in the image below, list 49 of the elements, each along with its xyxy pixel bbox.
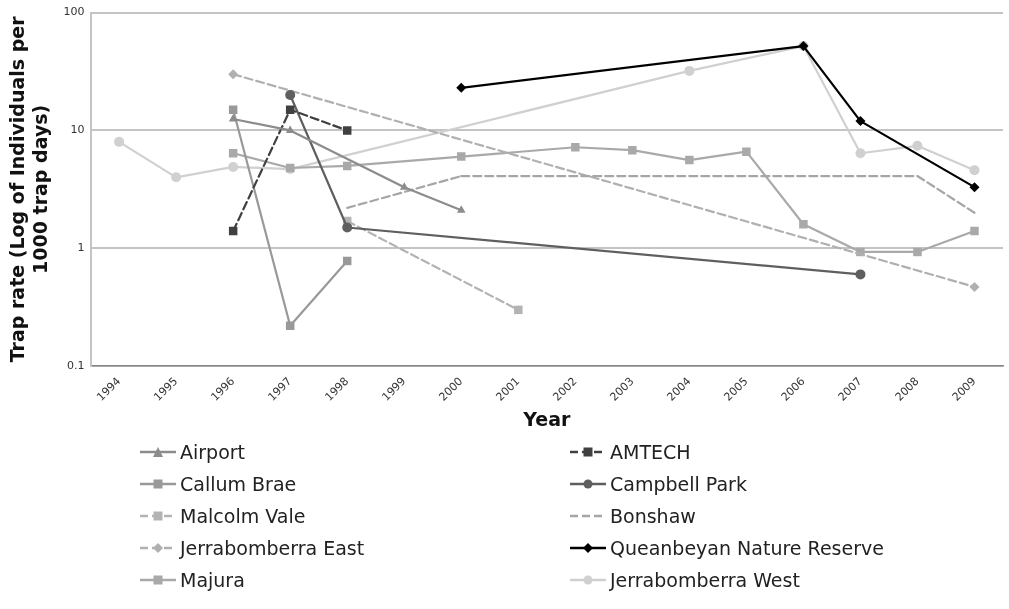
point <box>685 155 694 165</box>
legend-label: Majura <box>180 568 245 591</box>
point <box>456 205 466 213</box>
point <box>342 222 353 233</box>
point <box>456 82 467 93</box>
point <box>571 142 580 152</box>
point <box>855 148 866 159</box>
legend-label: Malcolm Vale <box>180 504 306 527</box>
legend-label: Queanbeyan Nature Reserve <box>610 536 884 559</box>
y-tick-label: 0.1 <box>67 358 85 372</box>
legend-label: Airport <box>180 440 246 463</box>
point <box>684 65 695 76</box>
legend-label: Campbell Park <box>610 472 747 495</box>
point <box>912 140 923 151</box>
point <box>399 182 409 190</box>
legend-label: Jerrabomberra West <box>610 568 800 591</box>
point <box>285 89 296 100</box>
point <box>855 269 866 280</box>
point <box>228 149 238 158</box>
point <box>855 116 866 127</box>
legend-label: Bonshaw <box>610 504 696 527</box>
point <box>228 114 238 122</box>
legend-label: Callum Brae <box>180 472 297 495</box>
y-tick-label: 10 <box>70 123 85 137</box>
point <box>342 126 352 135</box>
point <box>969 182 980 193</box>
point <box>628 145 637 155</box>
point <box>913 247 922 257</box>
point <box>969 281 980 292</box>
point <box>228 105 238 114</box>
point <box>799 219 808 229</box>
point <box>171 172 182 183</box>
point <box>285 125 295 133</box>
point <box>742 147 751 156</box>
point <box>228 161 239 172</box>
point <box>285 321 295 330</box>
legend-label: AMTECH <box>610 440 691 463</box>
point <box>228 69 239 80</box>
point <box>114 136 125 147</box>
point <box>970 226 979 236</box>
point <box>457 152 466 161</box>
y-axis-title: Trap rate (Log of Individuals per 1000 trap days) <box>6 15 52 363</box>
x-axis-title: Year <box>522 407 571 430</box>
point <box>514 305 523 315</box>
y-tick-label: 1 <box>77 241 85 255</box>
point <box>285 105 295 114</box>
point <box>969 165 980 176</box>
y-tick-label: 100 <box>63 5 85 19</box>
legend-label: Jerrabomberra East <box>180 536 365 559</box>
